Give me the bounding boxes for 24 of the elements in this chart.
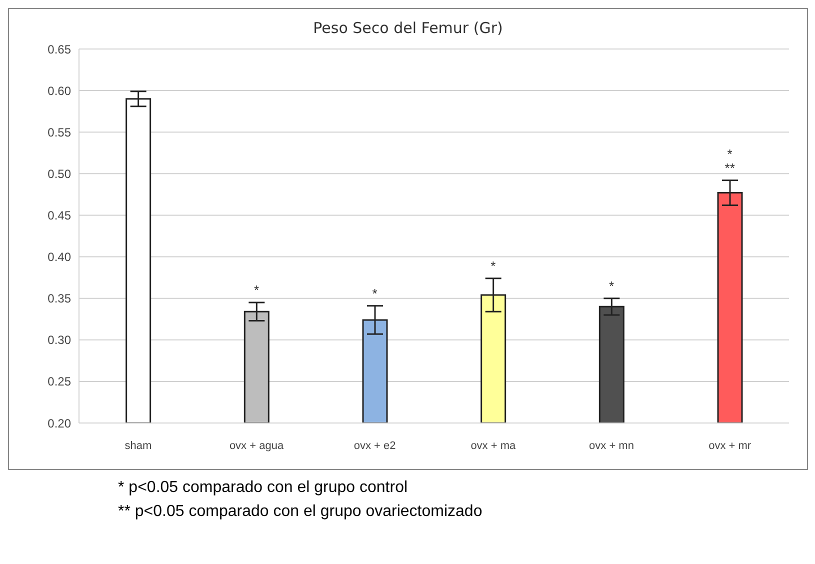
data-label: *: [372, 286, 378, 301]
y-tick-label: 0.55: [48, 125, 72, 140]
y-tick-label: 0.60: [48, 84, 72, 98]
x-tick-label: ovx + agua: [229, 440, 284, 452]
text: ** p<0.05 comparado con el grupo ovariectomizado: [118, 502, 484, 522]
x-tick-label: ovx + e2: [354, 440, 396, 452]
y-tick-label: 0.50: [48, 166, 72, 181]
chart-title: Peso Seco del Femur (Gr): [312, 19, 504, 37]
y-tick-label: 0.40: [48, 250, 72, 264]
x-tick-label: ovx + ma: [470, 440, 517, 452]
x-tick-label: ovx + mn: [589, 440, 634, 452]
y-tick-label: 0.35: [48, 292, 72, 306]
y-tick-label: 0.25: [48, 374, 72, 389]
y-tick-label: 0.20: [48, 416, 72, 430]
y-tick-label: 0.65: [48, 42, 72, 56]
y-tick-label: 0.30: [48, 333, 72, 348]
text: * p<0.05 comparado con el grupo control: [118, 478, 409, 498]
data-label: *: [608, 278, 614, 294]
data-label: * **: [724, 146, 735, 176]
x-tick-label: ovx + mr: [708, 440, 752, 452]
data-label: *: [490, 258, 496, 274]
x-tick-label: sham: [124, 440, 152, 452]
y-tick-label: 0.45: [48, 208, 72, 222]
data-label: *: [254, 282, 260, 298]
